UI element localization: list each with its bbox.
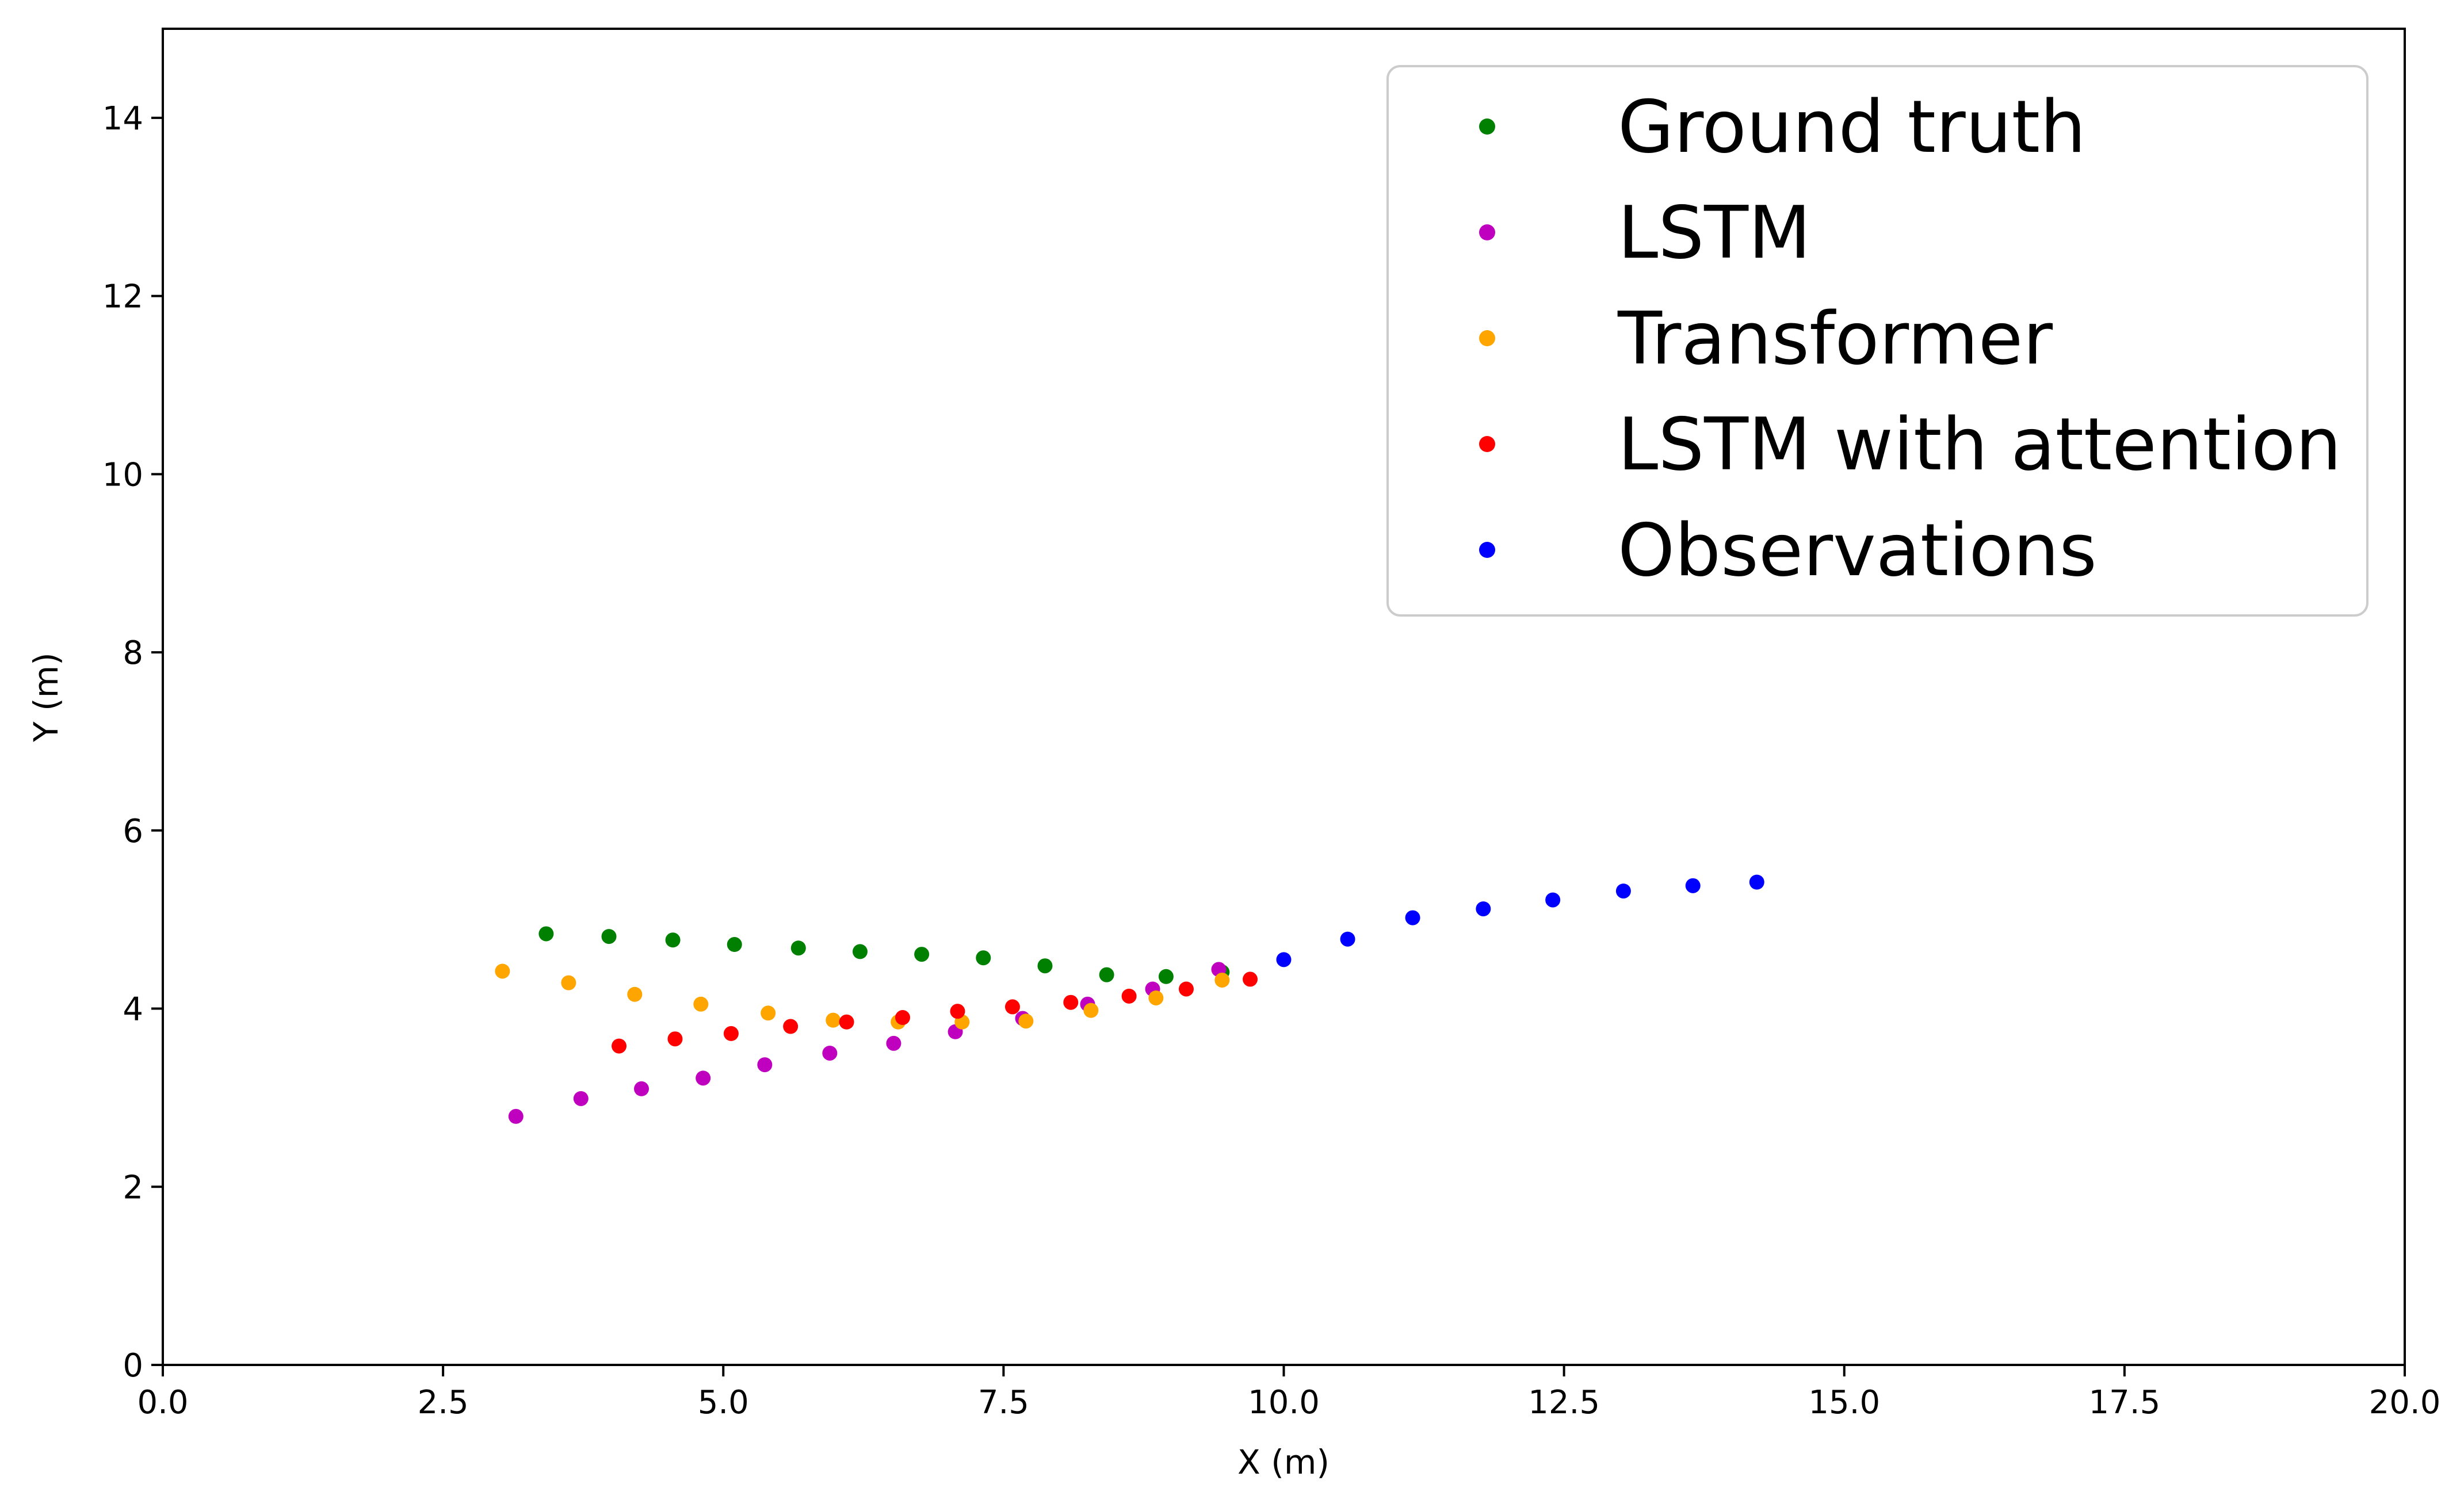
y-tick-label: 14 xyxy=(102,100,143,137)
x-tick-label: 7.5 xyxy=(978,1384,1029,1421)
legend-label-ground-truth: Ground truth xyxy=(1618,85,2086,169)
lstm-with-attention-point xyxy=(950,1004,965,1019)
x-tick-label: 17.5 xyxy=(2089,1384,2161,1421)
lstm-with-attention-point xyxy=(1004,999,1020,1015)
legend-entries: Ground truth LSTM Transformer LSTM with att… xyxy=(1479,85,2341,592)
transformer-point xyxy=(1148,990,1164,1005)
legend-marker-transformer xyxy=(1479,330,1495,346)
x-tick-label: 10.0 xyxy=(1248,1384,1320,1421)
x-tick-label: 15.0 xyxy=(1808,1384,1880,1421)
lstm-point xyxy=(757,1057,773,1073)
observations-point xyxy=(1545,892,1561,908)
lstm-point xyxy=(886,1035,901,1051)
y-tick-label: 4 xyxy=(123,991,143,1028)
lstm-with-attention-point xyxy=(1178,981,1194,997)
observations-point xyxy=(1685,878,1701,893)
transformer-point xyxy=(561,975,576,990)
ground-truth-point xyxy=(852,944,868,959)
y-tick-label: 2 xyxy=(123,1169,143,1206)
ground-truth-point xyxy=(727,937,742,953)
transformer-point xyxy=(627,986,643,1002)
legend-label-lstm-with-attention: LSTM with attention xyxy=(1618,402,2341,487)
observations-point xyxy=(1476,901,1491,917)
ground-truth-point xyxy=(665,932,681,948)
lstm-with-attention-point xyxy=(1063,995,1079,1010)
observations-point xyxy=(1405,910,1420,925)
x-tick-label: 12.5 xyxy=(1528,1384,1600,1421)
x-axis-label: X (m) xyxy=(1237,1443,1330,1482)
ground-truth-point xyxy=(790,940,806,956)
legend-marker-ground-truth xyxy=(1479,118,1495,135)
lstm-point xyxy=(634,1081,650,1096)
lstm-with-attention-point xyxy=(723,1026,739,1041)
observations-point xyxy=(1276,952,1292,967)
ground-truth-point xyxy=(1158,969,1174,984)
observations-point xyxy=(1749,874,1764,890)
x-axis-ticks: 0.0 2.5 5.0 7.5 10.0 12.5 15.0 17.5 20.0 xyxy=(137,1365,2440,1421)
transformer-point xyxy=(761,1005,776,1021)
lstm-with-attention-point xyxy=(839,1014,854,1030)
x-tick-label: 5.0 xyxy=(698,1384,749,1421)
y-tick-label: 8 xyxy=(123,634,143,672)
lstm-point xyxy=(573,1091,589,1106)
transformer-point xyxy=(1018,1013,1034,1029)
ground-truth-point xyxy=(1099,967,1114,982)
transformer-point xyxy=(1214,972,1230,988)
y-axis-ticks: 0 2 4 6 8 10 12 14 xyxy=(102,100,163,1384)
x-tick-label: 2.5 xyxy=(418,1384,469,1421)
lstm-with-attention-point xyxy=(612,1038,627,1054)
transformer-point xyxy=(495,963,510,979)
legend-marker-lstm-with-attention xyxy=(1479,436,1495,452)
x-tick-label: 20.0 xyxy=(2369,1384,2441,1421)
transformer-point xyxy=(693,996,709,1012)
y-tick-label: 6 xyxy=(123,813,143,850)
lstm-point xyxy=(822,1045,838,1061)
lstm-point xyxy=(508,1108,524,1124)
observations-point xyxy=(1340,931,1355,947)
transformer-point xyxy=(826,1012,841,1028)
data-points xyxy=(495,874,1764,1124)
legend-marker-observations xyxy=(1479,542,1495,558)
legend-frame xyxy=(1386,65,2369,617)
y-axis-label: Y (m) xyxy=(26,652,66,743)
ground-truth-point xyxy=(601,929,617,944)
lstm-with-attention-point xyxy=(895,1010,911,1026)
ground-truth-point xyxy=(538,926,554,942)
observations-point xyxy=(1615,883,1631,899)
legend-label-observations: Observations xyxy=(1618,508,2097,592)
ground-truth-point xyxy=(976,950,991,966)
x-tick-label: 0.0 xyxy=(137,1384,188,1421)
ground-truth-point xyxy=(1037,958,1053,974)
legend-label-transformer: Transformer xyxy=(1617,296,2053,381)
transformer-point xyxy=(1083,1003,1099,1018)
lstm-with-attention-point xyxy=(783,1019,799,1034)
y-tick-label: 12 xyxy=(102,278,143,316)
legend-marker-lstm xyxy=(1479,224,1495,240)
legend: Ground truth LSTM Transformer LSTM with att… xyxy=(1386,65,2369,617)
lstm-with-attention-point xyxy=(667,1031,683,1047)
y-tick-label: 10 xyxy=(102,456,143,494)
lstm-point xyxy=(696,1070,711,1086)
y-tick-label: 0 xyxy=(123,1347,143,1384)
ground-truth-point xyxy=(914,947,930,962)
lstm-with-attention-point xyxy=(1121,988,1137,1004)
legend-label-lstm: LSTM xyxy=(1618,190,1811,275)
lstm-with-attention-point xyxy=(1243,971,1258,987)
